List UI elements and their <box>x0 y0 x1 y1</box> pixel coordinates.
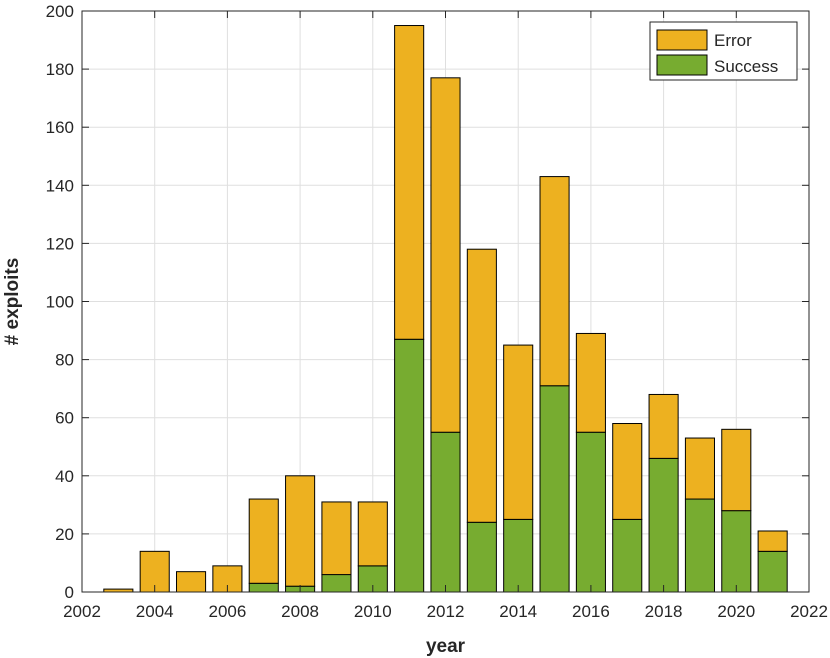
y-tick-label: 100 <box>46 293 74 312</box>
x-tick-label: 2022 <box>790 602 828 621</box>
y-axis-title: # exploits <box>2 258 23 346</box>
bar-success-2017 <box>612 518 643 593</box>
bar-success-2020 <box>721 510 752 593</box>
x-axis-title: year <box>426 636 466 657</box>
y-tick-label: 180 <box>46 60 74 79</box>
x-tick-label: 2010 <box>354 602 392 621</box>
legend-swatch-error <box>656 29 708 51</box>
bar-error-2015 <box>539 176 570 387</box>
y-tick-label: 140 <box>46 176 74 195</box>
y-tick-label: 80 <box>55 351 74 370</box>
bar-success-2021 <box>757 550 788 593</box>
x-tick-label: 2002 <box>63 602 101 621</box>
bar-error-2005 <box>176 571 207 593</box>
bar-success-2019 <box>684 498 715 593</box>
bar-success-2018 <box>648 457 679 593</box>
legend-label-success: Success <box>714 57 778 76</box>
ticks: 2002 2004 2006 2008 2010 2012 2014 2016 2018 2020… <box>46 2 828 621</box>
y-tick-label: 200 <box>46 2 74 21</box>
y-tick-label: 0 <box>65 583 74 602</box>
bar-success-2015 <box>539 385 570 593</box>
legend-swatch-success <box>656 54 708 76</box>
y-tick-label: 40 <box>55 467 74 486</box>
bar-error-2009 <box>321 501 352 576</box>
y-tick-label: 160 <box>46 118 74 137</box>
x-tick-label: 2016 <box>572 602 610 621</box>
y-tick-label: 20 <box>55 525 74 544</box>
bar-success-2014 <box>503 518 534 593</box>
x-tick-label: 2006 <box>208 602 246 621</box>
x-tick-label: 2012 <box>427 602 465 621</box>
bar-error-2017 <box>612 423 643 520</box>
bar-error-2014 <box>503 344 534 520</box>
bar-error-2011 <box>394 25 425 340</box>
bar-error-2016 <box>575 332 606 433</box>
bar-success-2011 <box>394 338 425 593</box>
bar-error-2008 <box>285 475 316 587</box>
x-tick-label: 2018 <box>645 602 683 621</box>
x-tick-label: 2020 <box>717 602 755 621</box>
bar-error-2020 <box>721 428 752 512</box>
y-tick-label: 120 <box>46 234 74 253</box>
bar-error-2012 <box>430 77 461 433</box>
x-tick-label: 2014 <box>499 602 537 621</box>
bar-error-2007 <box>248 498 279 584</box>
bar-error-2010 <box>357 501 388 567</box>
bar-success-2009 <box>321 574 352 593</box>
bar-success-2013 <box>466 521 497 593</box>
x-tick-label: 2008 <box>281 602 319 621</box>
x-tick-label: 2004 <box>136 602 174 621</box>
bar-error-2006 <box>212 565 243 593</box>
bar-error-2021 <box>757 530 788 552</box>
legend: Error Success <box>649 21 798 81</box>
bar-error-2013 <box>466 248 497 523</box>
bar-error-2018 <box>648 393 679 459</box>
bar-success-2016 <box>575 431 606 593</box>
bars <box>103 25 788 593</box>
bar-error-2019 <box>684 437 715 500</box>
bar-success-2007 <box>248 582 279 593</box>
legend-label-error: Error <box>714 31 752 50</box>
y-tick-label: 60 <box>55 409 74 428</box>
bar-success-2012 <box>430 431 461 593</box>
